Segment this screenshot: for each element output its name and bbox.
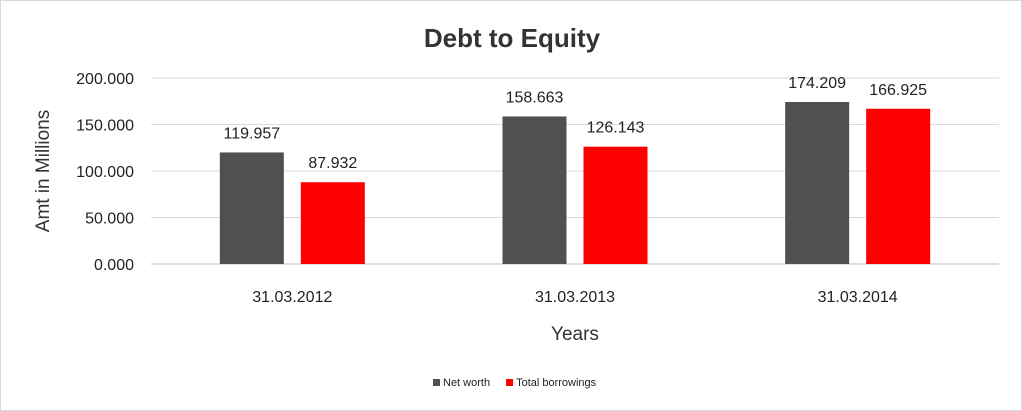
data-label: 126.143: [587, 120, 645, 137]
y-tick-label: 0.000: [94, 257, 134, 274]
legend-swatch: [506, 379, 514, 386]
y-tick-label: 200.000: [76, 71, 134, 88]
y-axis-label: Amt in Millions: [33, 110, 54, 232]
bar: [583, 146, 648, 264]
bar: [219, 152, 284, 264]
legend: Net worth Total borrowings: [433, 377, 597, 389]
x-tick-label: 31.03.2012: [252, 289, 332, 306]
legend-item: Total borrowings: [506, 377, 597, 389]
legend-swatch: [433, 379, 440, 386]
bars: [219, 101, 931, 264]
x-axis-label: Years: [551, 324, 599, 345]
data-label: 87.932: [308, 155, 357, 172]
chart-title: Debt to Equity: [424, 23, 601, 53]
x-tick-label: 31.03.2014: [818, 289, 898, 306]
data-label: 174.209: [788, 75, 846, 92]
legend-label: Net worth: [443, 377, 490, 389]
x-tick-label: 31.03.2013: [535, 289, 615, 306]
bar: [300, 182, 365, 264]
y-axis-ticks: 0.000 50.000 100.000 150.000 200.000: [76, 71, 134, 274]
bar: [785, 101, 850, 264]
data-label: 158.663: [506, 89, 564, 106]
data-label: 166.925: [869, 82, 927, 99]
x-axis-ticks: 31.03.2012 31.03.2013 31.03.2014: [252, 289, 898, 306]
bar: [502, 116, 567, 264]
data-label: 119.957: [224, 125, 281, 142]
data-labels: 119.957 87.932 158.663 126.143 174.209 166.92…: [224, 75, 928, 172]
y-tick-label: 100.000: [76, 164, 134, 181]
legend-label: Total borrowings: [516, 377, 597, 389]
gridlines: [151, 77, 999, 265]
y-tick-label: 50.000: [85, 211, 134, 228]
legend-item: Net worth: [433, 377, 490, 389]
bar: [866, 108, 931, 264]
y-tick-label: 150.000: [76, 118, 134, 135]
